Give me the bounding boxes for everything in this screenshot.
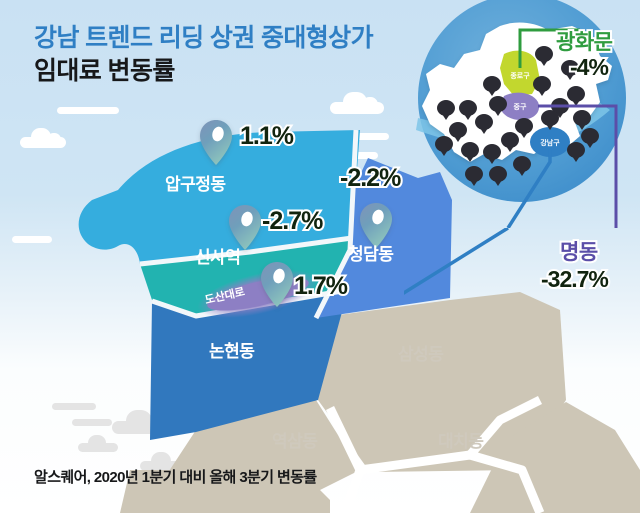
cloud-streak: [72, 419, 112, 426]
inset-percent-gwanghwamun: -4%: [568, 52, 611, 82]
inset-label-myeongdong: 명동: [558, 239, 600, 266]
svg-text:종로구: 종로구: [510, 72, 530, 80]
map-pin-cheongdam[interactable]: [360, 203, 392, 248]
source-caption: 알스퀘어, 2020년 1분기 대비 올해 3분기 변동률: [34, 469, 317, 486]
title-line-1: 강남 트렌드 리딩 상권 중대형상가: [34, 24, 374, 52]
percent-sinsa: -2.7%: [260, 205, 325, 237]
inset-percent-myeongdong: -32.7%: [539, 264, 611, 294]
inset-district-jongno[interactable]: 종로구: [500, 50, 540, 96]
percent-cheongdam: -2.2%: [338, 162, 403, 194]
leader-line-gwanghwamun: [518, 28, 580, 68]
inset-district-gangnam[interactable]: 강남구: [530, 127, 570, 157]
title-line-2: 임대료 변동률: [34, 56, 175, 85]
map-pin-sinsa[interactable]: [229, 205, 261, 250]
percent-nonhyeon: 1.7%: [292, 270, 350, 302]
inset-label-gwanghwamun: 광화문: [554, 29, 615, 56]
leader-line-myeongdong: [538, 104, 618, 228]
leader-line-gangnam: [506, 148, 552, 228]
cloud-streak: [52, 403, 96, 410]
region-nonhyeon[interactable]: [150, 290, 348, 440]
leader-line-gangnam-extension: [404, 228, 509, 295]
inset-district-junggu[interactable]: 중구: [500, 92, 540, 120]
svg-text:중구: 중구: [514, 103, 527, 111]
inactive-districts: [120, 292, 640, 513]
cloud-streak: [12, 236, 52, 243]
cloud-streak: [343, 133, 389, 140]
region-apgujeong[interactable]: [78, 130, 360, 264]
cloud-streak: [57, 107, 119, 114]
svg-text:강남구: 강남구: [540, 138, 560, 147]
page-title: 강남 트렌드 리딩 상권 중대형상가 임대료 변동률: [34, 24, 374, 86]
seoul-overview-inset-map: 종로구 중구 강남구: [416, 0, 626, 228]
inset-district-markers: [435, 46, 599, 186]
percent-apgujeong: 1.1%: [238, 120, 296, 152]
map-pin-nonhyeon[interactable]: [261, 262, 293, 307]
map-pin-apgujeong[interactable]: [200, 120, 232, 165]
